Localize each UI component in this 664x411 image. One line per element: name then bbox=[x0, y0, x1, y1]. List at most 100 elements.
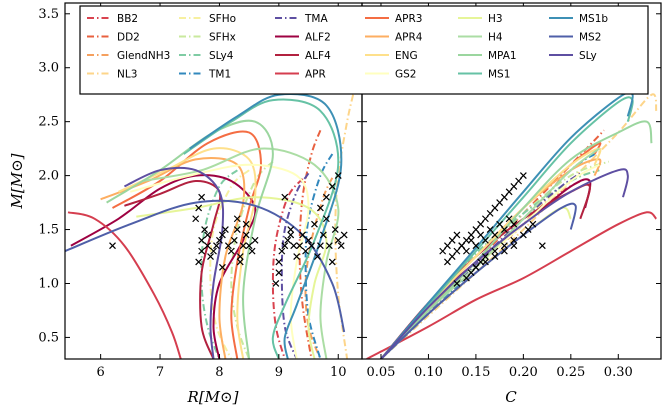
right-marker-x bbox=[453, 280, 461, 287]
left-marker-x bbox=[248, 247, 256, 255]
left-marker-x bbox=[233, 226, 241, 233]
left-marker-x bbox=[281, 242, 289, 250]
left-marker-x bbox=[302, 247, 309, 255]
left-series-ms2 bbox=[65, 199, 346, 333]
left-series-apr bbox=[67, 211, 182, 359]
left-marker-x bbox=[245, 242, 253, 250]
left-x-tick-label: 9 bbox=[275, 365, 283, 380]
right-marker-x bbox=[538, 242, 546, 250]
left-x-axis-label: R[M⊙] bbox=[187, 388, 239, 406]
right-marker-x bbox=[491, 204, 499, 212]
right-marker-group bbox=[439, 172, 546, 287]
right-marker-x bbox=[472, 242, 480, 250]
right-marker-x bbox=[477, 231, 485, 239]
left-series-bb2 bbox=[271, 178, 304, 359]
left-marker-x bbox=[334, 236, 342, 244]
y-tick-label: 0.5 bbox=[38, 330, 59, 345]
left-marker-x bbox=[251, 236, 259, 244]
legend-label-alf4: ALF4 bbox=[305, 50, 331, 62]
left-marker-x bbox=[328, 258, 336, 266]
left-marker-x bbox=[331, 226, 339, 233]
legend-label-nl3: NL3 bbox=[117, 69, 137, 81]
right-marker-x bbox=[529, 220, 537, 228]
right-marker-x bbox=[524, 226, 532, 233]
legend-label-sfhx: SFHx bbox=[209, 32, 236, 44]
right-series-sfhx bbox=[380, 160, 610, 359]
left-marker-x bbox=[287, 231, 295, 239]
left-marker-x bbox=[299, 231, 307, 239]
left-marker-x bbox=[316, 204, 324, 212]
y-tick-label: 1.0 bbox=[38, 276, 59, 291]
legend-label-sfho: SFHo bbox=[209, 13, 236, 25]
right-marker-x bbox=[486, 226, 494, 233]
right-series-sfho bbox=[380, 169, 600, 359]
right-series-alf2 bbox=[380, 178, 592, 359]
legend-label-tma: TMA bbox=[304, 13, 328, 25]
right-series-bb2 bbox=[380, 177, 586, 359]
y-tick-label: 2.5 bbox=[38, 115, 59, 130]
right-marker-x bbox=[462, 274, 470, 282]
left-marker-x bbox=[278, 247, 286, 255]
left-marker-x bbox=[293, 253, 301, 260]
legend-label-apr: APR bbox=[305, 69, 326, 81]
left-marker-x bbox=[192, 215, 200, 223]
left-marker-x bbox=[218, 263, 226, 271]
left-marker-x bbox=[109, 242, 116, 250]
right-marker-x bbox=[481, 258, 489, 266]
right-marker-x bbox=[491, 253, 499, 260]
right-axes: 0.05 0.10 0.15 0.20 0.25 0.30 bbox=[361, 2, 662, 380]
right-marker-x bbox=[519, 172, 527, 180]
left-marker-x bbox=[204, 242, 211, 250]
right-marker-x bbox=[515, 177, 523, 185]
legend-label-eng: ENG bbox=[395, 50, 418, 62]
left-series-sly4 bbox=[200, 169, 238, 359]
left-series-tma bbox=[280, 172, 310, 359]
legend-label-apr4: APR4 bbox=[395, 32, 423, 44]
right-marker-x bbox=[491, 231, 499, 239]
left-marker-x bbox=[308, 242, 315, 250]
left-marker-x bbox=[325, 242, 333, 250]
left-marker-x bbox=[207, 253, 214, 260]
left-marker-x bbox=[284, 236, 292, 244]
right-marker-x bbox=[439, 247, 447, 255]
legend-label-alf2: ALF2 bbox=[305, 32, 331, 44]
left-marker-x bbox=[221, 226, 229, 233]
right-marker-x bbox=[500, 247, 508, 255]
left-marker-x bbox=[242, 231, 250, 239]
legend-label-h3: H3 bbox=[488, 13, 503, 25]
legend-label-sly4: SLy4 bbox=[209, 50, 234, 62]
right-marker-x bbox=[453, 247, 461, 255]
right-series-sly4 bbox=[380, 169, 600, 359]
left-marker-x bbox=[195, 258, 203, 266]
left-marker-x bbox=[198, 193, 206, 201]
left-marker-x bbox=[216, 236, 223, 244]
left-series-gs2 bbox=[130, 163, 310, 359]
left-series-alf2 bbox=[70, 174, 257, 359]
right-axes-frame bbox=[361, 2, 662, 360]
right-marker-x bbox=[472, 263, 480, 271]
right-marker-x bbox=[467, 236, 475, 244]
right-panel: 0.05 0.10 0.15 0.20 0.25 0.30 bbox=[361, 2, 662, 380]
right-marker-x bbox=[458, 242, 466, 250]
left-x-tick-label: 6 bbox=[96, 365, 104, 380]
left-marker-x bbox=[272, 280, 280, 287]
left-marker-x bbox=[210, 247, 217, 255]
left-marker-x bbox=[281, 193, 289, 201]
left-series-mpa1 bbox=[106, 119, 274, 359]
left-marker-x bbox=[314, 253, 321, 260]
left-marker-x bbox=[198, 247, 206, 255]
left-marker-x bbox=[242, 220, 250, 228]
legend-label-h4: H4 bbox=[488, 32, 503, 44]
legend-label-dd2: DD2 bbox=[117, 32, 140, 44]
legend-label-mpa1: MPA1 bbox=[488, 50, 517, 62]
y-axis-label: M[M⊙] bbox=[8, 153, 26, 209]
left-marker-x bbox=[233, 215, 241, 223]
right-marker-x bbox=[500, 242, 508, 250]
left-marker-x bbox=[311, 220, 318, 228]
left-x-tick-label: 8 bbox=[215, 365, 223, 380]
right-marker-x bbox=[462, 247, 470, 255]
left-marker-x bbox=[198, 236, 206, 244]
right-x-tick-label: 0.20 bbox=[509, 365, 538, 380]
right-marker-x bbox=[510, 182, 518, 190]
left-marker-x bbox=[204, 231, 211, 239]
